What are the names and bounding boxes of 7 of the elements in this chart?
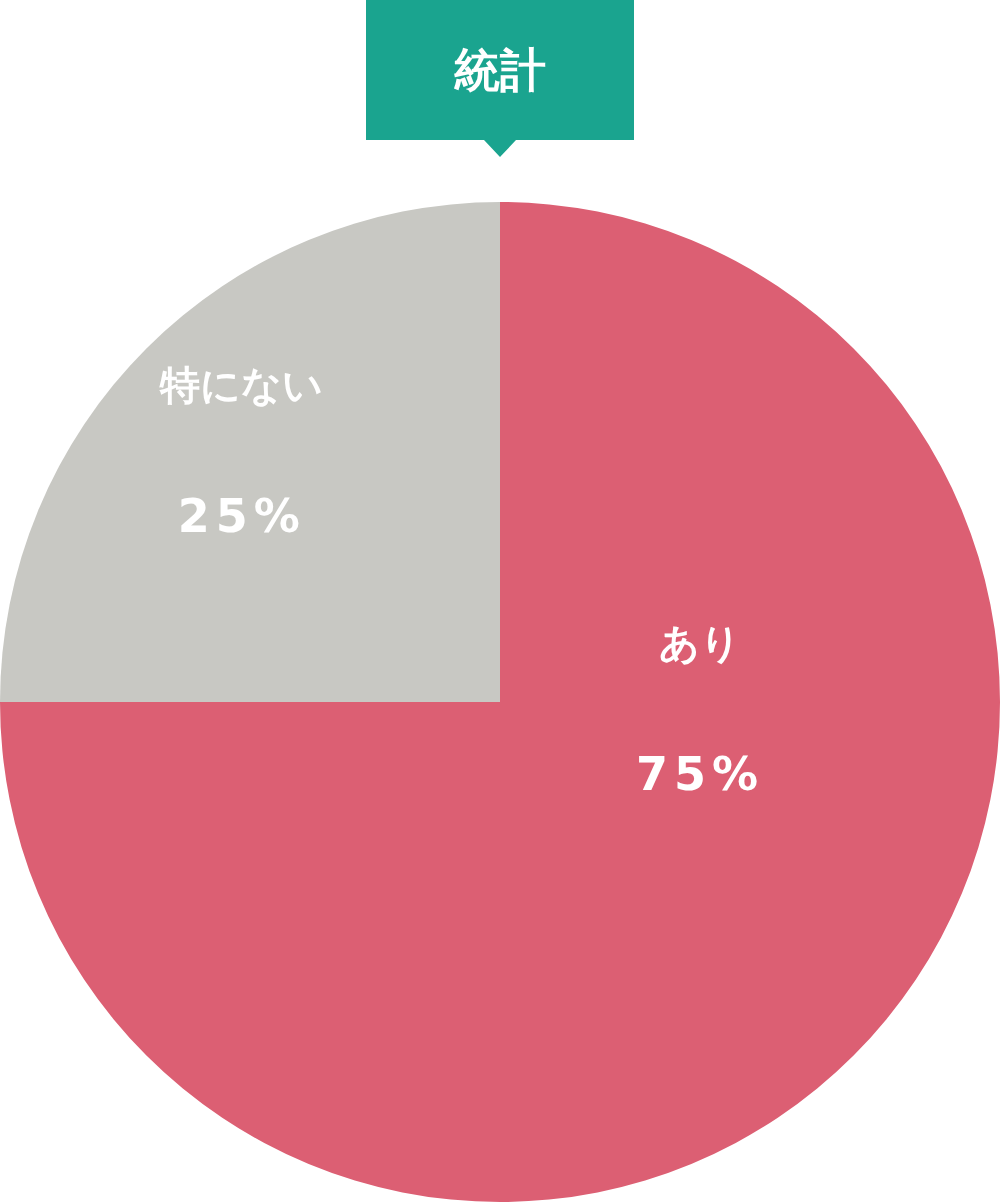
slice-label: あり — [659, 620, 741, 666]
data-label: 25% — [177, 488, 306, 543]
data-label: 75% — [635, 747, 765, 801]
slice-label: 特にない — [159, 361, 324, 408]
chart-title: 統計 — [453, 43, 546, 97]
pie-slice — [0, 202, 500, 702]
pie-slice — [0, 202, 1000, 1202]
